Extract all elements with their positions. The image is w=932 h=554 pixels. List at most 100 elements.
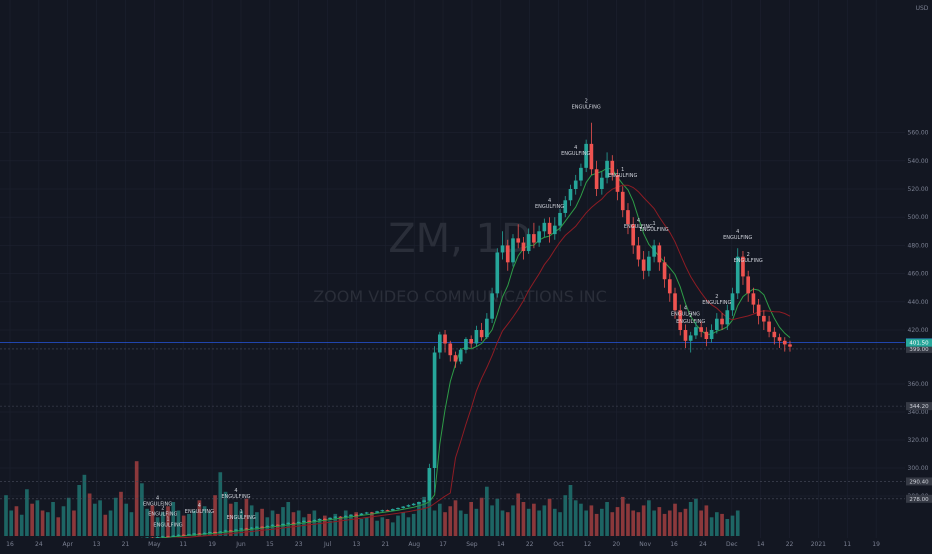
candle-body [192, 533, 196, 535]
price-axis[interactable] [905, 0, 932, 540]
candle-body [249, 527, 254, 529]
candle-body [181, 534, 186, 536]
volume-bar [72, 510, 76, 536]
candle-body [458, 349, 463, 362]
volume-bar [558, 512, 562, 536]
volume-bar [422, 496, 426, 536]
candle-body [610, 160, 615, 175]
volume-bar [328, 520, 332, 536]
candle-body [735, 256, 740, 294]
annotation-number: 4 [637, 218, 640, 224]
volume-layer [4, 461, 740, 536]
candle-body [333, 516, 338, 518]
volume-bar [458, 510, 463, 536]
volume-bar [615, 507, 620, 536]
candle-body [782, 340, 787, 345]
candle-body [187, 534, 191, 536]
volume-bar [495, 498, 500, 536]
candle-body [291, 522, 296, 524]
volume-bar [537, 510, 541, 536]
annotation-label: ENGULFING [723, 235, 752, 241]
candle-body [673, 293, 677, 311]
x-tick-label: 11 [843, 541, 851, 548]
volume-bar [66, 497, 71, 536]
volume-bar [270, 510, 275, 536]
volume-bar [192, 510, 196, 536]
annotation-label: ENGULFING [561, 151, 590, 157]
candle-body [302, 520, 306, 522]
volume-bar [56, 517, 61, 536]
y-tick-label: 340.00 [908, 409, 929, 416]
candle-body [600, 177, 604, 189]
candle-body [667, 279, 672, 294]
candle-body [662, 262, 667, 280]
annotation-number: 4 [548, 198, 551, 204]
volume-bar [375, 520, 379, 536]
volume-bar [594, 513, 599, 536]
volume-bar [171, 502, 176, 536]
candle-body [270, 524, 275, 526]
annotation-label: ENGULFING [221, 494, 250, 500]
candle-body [615, 174, 620, 192]
annotation-number: 2 [585, 99, 588, 105]
annotation-label: ENGULFING [148, 512, 177, 518]
volume-bar [103, 514, 108, 536]
candle-body [234, 529, 238, 531]
volume-bar [223, 491, 228, 536]
volume-bar [485, 486, 489, 536]
candle-body [208, 532, 212, 534]
candle-body [720, 318, 724, 325]
time-axis[interactable] [0, 538, 905, 550]
volume-bar [505, 512, 510, 536]
current-price-text: 401.50 [909, 341, 929, 347]
candle-body [756, 304, 761, 316]
candle-body [443, 334, 447, 344]
annotation-label: ENGULFING [608, 173, 637, 179]
grid-layer [0, 0, 905, 538]
volume-bar [688, 502, 693, 536]
watermark-symbol: ZM, 1D [388, 216, 532, 262]
candle-body [647, 256, 651, 271]
candle-body [223, 530, 228, 532]
annotation-label: ENGULFING [572, 105, 601, 111]
volume-bar [160, 512, 165, 536]
candle-body [176, 534, 181, 536]
x-tick-label: Oct [553, 541, 564, 548]
candle-body [584, 143, 588, 168]
x-axis: 16 24 Apr 13 21 May 11 19 Jun 15 23 Jul 13 21 Aug 17 Sep… [6, 541, 880, 548]
candle-body [552, 225, 557, 235]
volume-bar [500, 510, 505, 536]
candle-body [448, 343, 453, 356]
candle-body [265, 525, 270, 527]
candle-body [260, 526, 264, 528]
annotation-label: ENGULFING [702, 300, 731, 306]
volume-bar [364, 517, 369, 536]
annotation-number: 4 [684, 305, 687, 311]
volume-bar [589, 505, 594, 536]
candle-body [364, 512, 369, 514]
candle-body [490, 293, 494, 319]
y-tick-label: 320.00 [908, 437, 929, 444]
volume-bar [176, 510, 181, 536]
candle-body [641, 259, 646, 271]
candle-body [401, 506, 406, 508]
candle-body [516, 238, 521, 243]
volume-bar [411, 513, 416, 536]
x-tick-label: 22 [526, 541, 534, 548]
volume-bar [437, 503, 442, 536]
volume-bar [600, 508, 604, 536]
price-label-box [906, 344, 932, 353]
candle-body [328, 517, 332, 520]
candle-body [547, 222, 552, 235]
volume-bar [636, 512, 641, 536]
volume-bar [333, 513, 338, 536]
y-tick-label: 300.00 [908, 465, 929, 472]
price-label-text: 290.40 [909, 479, 929, 485]
candle-body [589, 143, 594, 170]
volume-bar [317, 519, 322, 536]
candle-body [709, 330, 714, 339]
volume-bar [511, 505, 515, 536]
volume-bar [631, 510, 636, 536]
